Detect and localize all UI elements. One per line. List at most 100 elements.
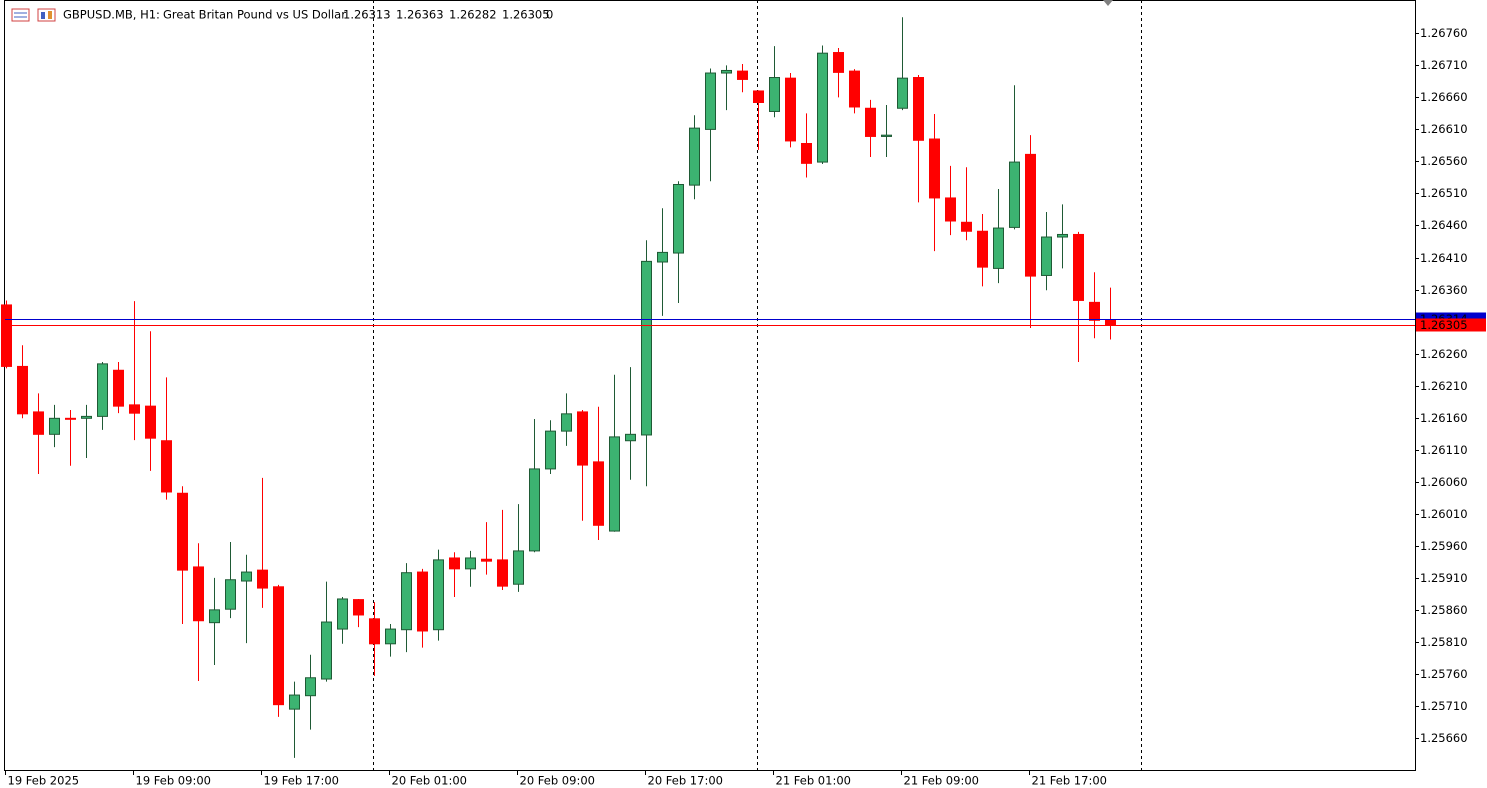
- candle-body: [545, 430, 556, 470]
- y-tick-label: 1.25760: [1420, 667, 1468, 681]
- candle-body: [33, 411, 44, 435]
- candle-body: [689, 127, 700, 186]
- y-tick-label: 1.26060: [1420, 475, 1468, 489]
- y-tick-label: 1.26710: [1420, 58, 1468, 72]
- candle-body: [241, 571, 252, 582]
- candle-body: [609, 436, 620, 532]
- candle-body: [1057, 233, 1068, 238]
- x-tick-label: 19 Feb 09:00: [136, 774, 211, 788]
- header-high: 1.26363: [396, 8, 444, 22]
- candle-body: [897, 77, 908, 109]
- candle-body: [81, 415, 92, 419]
- bid-line-label: 1.26305: [1420, 318, 1468, 332]
- candle-body: [705, 72, 716, 130]
- y-tick-label: 1.26410: [1420, 251, 1468, 265]
- candle-body: [385, 628, 396, 645]
- x-tick-label: 20 Feb 17:00: [648, 774, 723, 788]
- candle-body: [977, 230, 988, 268]
- candle-body: [561, 413, 572, 432]
- candle-body: [97, 363, 108, 417]
- bid-line-box: [1416, 318, 1486, 332]
- icon-bar: [41, 12, 45, 19]
- header-volume: 0: [546, 8, 553, 22]
- candle-body: [305, 677, 316, 697]
- candle-body: [481, 558, 492, 562]
- x-tick-label: 21 Feb 09:00: [904, 774, 979, 788]
- candle-body: [17, 365, 28, 415]
- y-tick-label: 1.26260: [1420, 347, 1468, 361]
- y-tick-label: 1.26010: [1420, 507, 1468, 521]
- y-tick-label: 1.26510: [1420, 186, 1468, 200]
- y-tick-label: 1.26610: [1420, 122, 1468, 136]
- candle-body: [465, 557, 476, 570]
- y-tick-label: 1.26160: [1420, 411, 1468, 425]
- candle-body: [209, 609, 220, 624]
- candle-body: [817, 52, 828, 163]
- candle-body: [657, 251, 668, 263]
- y-tick-label: 1.25910: [1420, 571, 1468, 585]
- candle-body: [769, 77, 780, 112]
- candle-body: [881, 134, 892, 137]
- candle-body: [865, 107, 876, 137]
- candle-body: [273, 586, 284, 706]
- candle-body: [225, 579, 236, 610]
- candle-body: [737, 70, 748, 80]
- header-open: 1.26313: [343, 8, 391, 22]
- candle-body: [321, 621, 332, 680]
- candle-body: [801, 142, 812, 164]
- candle-body: [289, 694, 300, 710]
- y-tick-label: 1.26110: [1420, 443, 1468, 457]
- candle-body: [1089, 301, 1100, 321]
- candle-body: [513, 550, 524, 585]
- x-tick-label: 19 Feb 2025: [8, 774, 80, 788]
- candle-body: [369, 618, 380, 645]
- candle-body: [721, 69, 732, 74]
- candle-body: [1073, 233, 1084, 301]
- y-tick-label: 1.25710: [1420, 699, 1468, 713]
- y-tick-label: 1.26660: [1420, 90, 1468, 104]
- candle-body: [529, 468, 540, 552]
- candle-body: [753, 90, 764, 103]
- candle-body: [113, 369, 124, 407]
- x-tick-label: 21 Feb 17:00: [1032, 774, 1107, 788]
- icon-market: [11, 8, 30, 22]
- candle-body: [161, 440, 172, 493]
- y-tick-label: 1.26460: [1420, 218, 1468, 232]
- y-tick-label: 1.26560: [1420, 154, 1468, 168]
- candle-body: [961, 221, 972, 232]
- header-symbol: GBPUSD.MB, H1:: [63, 8, 160, 22]
- candle-body: [577, 411, 588, 466]
- candle-body: [353, 599, 364, 616]
- candle-body: [337, 598, 348, 630]
- y-tick-label: 1.25810: [1420, 635, 1468, 649]
- candle-body: [785, 77, 796, 142]
- header-low: 1.26282: [449, 8, 497, 22]
- header-icons: [11, 8, 56, 22]
- candle-body: [497, 559, 508, 587]
- shift-marker: [1103, 0, 1113, 6]
- candle-body: [641, 260, 652, 436]
- candle-body: [417, 571, 428, 632]
- candle-body: [945, 197, 956, 222]
- candle-body: [193, 566, 204, 622]
- candle-body: [129, 404, 140, 414]
- candle-body: [49, 417, 60, 435]
- y-tick-label: 1.26760: [1420, 26, 1468, 40]
- candle-body: [257, 569, 268, 589]
- x-tick-label: 19 Feb 17:00: [264, 774, 339, 788]
- candle-body: [913, 77, 924, 141]
- candle-body: [65, 417, 76, 420]
- x-tick-label: 20 Feb 09:00: [520, 774, 595, 788]
- candle-body: [833, 52, 844, 73]
- candle-body: [1, 304, 12, 367]
- y-tick-label: 1.25960: [1420, 539, 1468, 553]
- x-tick-label: 21 Feb 01:00: [776, 774, 851, 788]
- candle-body: [929, 138, 940, 199]
- y-tick-label: 1.25660: [1420, 731, 1468, 745]
- y-tick-label: 1.25860: [1420, 603, 1468, 617]
- candle-body: [1009, 161, 1020, 228]
- candle-body: [1105, 319, 1116, 326]
- candle-body: [145, 405, 156, 439]
- icon-bar: [48, 11, 52, 19]
